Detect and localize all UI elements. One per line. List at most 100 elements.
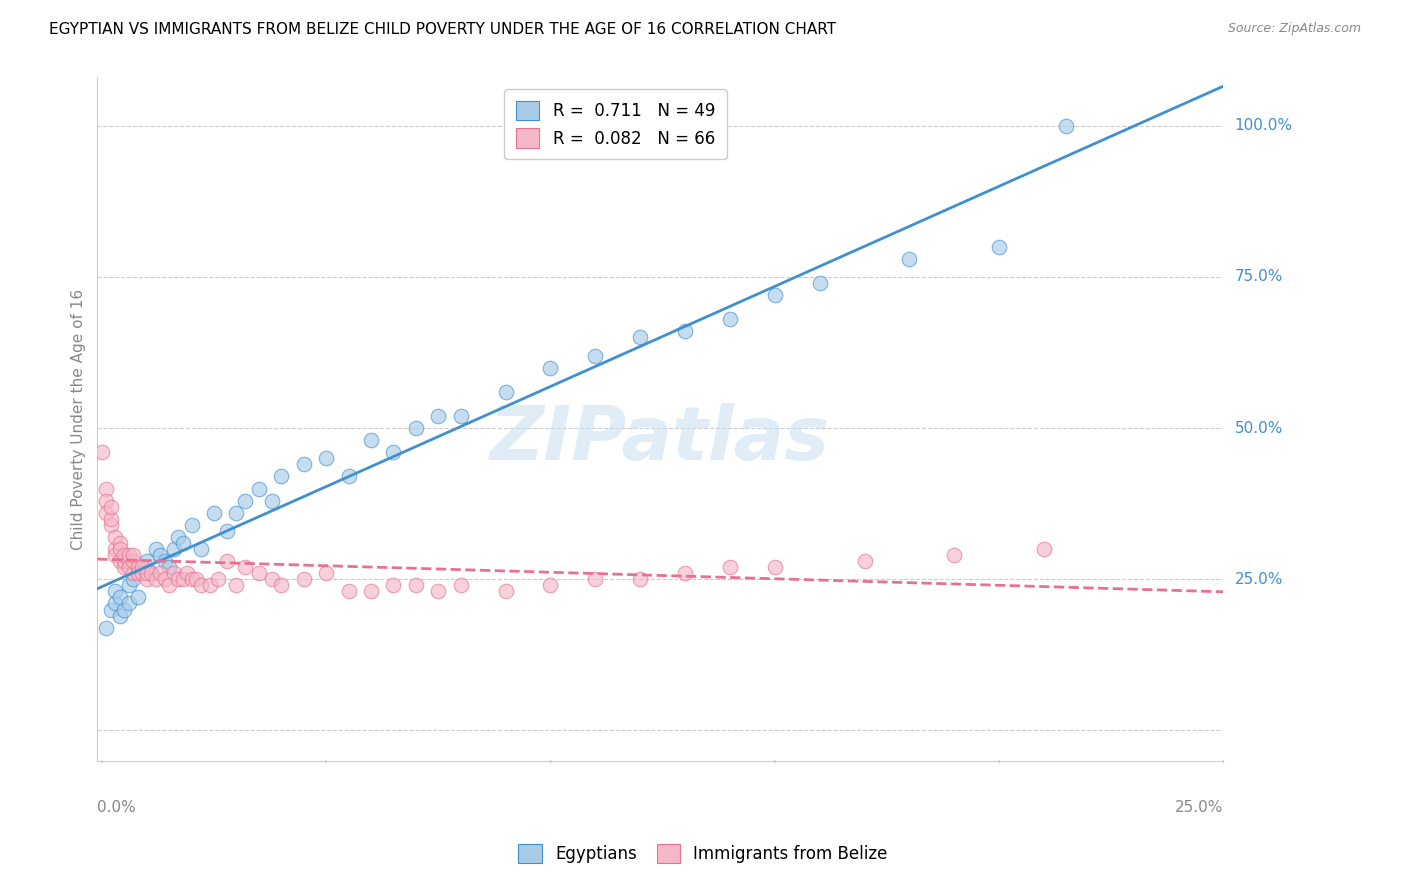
- Point: [180, 517, 202, 532]
- Point: [118, 597, 141, 611]
- Point: [96, 482, 118, 496]
- Legend: Egyptians, Immigrants from Belize: Egyptians, Immigrants from Belize: [509, 834, 897, 873]
- Point: [127, 591, 149, 605]
- Point: [1033, 542, 1056, 557]
- Y-axis label: Child Poverty Under the Age of 16: Child Poverty Under the Age of 16: [72, 288, 86, 549]
- Point: [718, 560, 741, 574]
- Point: [270, 469, 292, 483]
- Point: [382, 445, 405, 459]
- Point: [337, 469, 360, 483]
- Point: [190, 542, 212, 557]
- Point: [118, 554, 141, 568]
- Point: [157, 578, 180, 592]
- Point: [262, 572, 284, 586]
- Point: [162, 566, 184, 581]
- Point: [108, 608, 131, 623]
- Point: [135, 566, 157, 581]
- Point: [135, 554, 157, 568]
- Point: [673, 566, 696, 581]
- Text: Source: ZipAtlas.com: Source: ZipAtlas.com: [1227, 22, 1361, 36]
- Point: [988, 240, 1011, 254]
- Point: [315, 566, 337, 581]
- Point: [808, 276, 831, 290]
- Point: [217, 524, 239, 538]
- Point: [149, 566, 172, 581]
- Point: [495, 384, 517, 399]
- Point: [149, 548, 172, 562]
- Point: [96, 621, 118, 635]
- Point: [540, 578, 562, 592]
- Point: [450, 409, 472, 423]
- Point: [718, 312, 741, 326]
- Point: [141, 566, 163, 581]
- Point: [108, 536, 131, 550]
- Point: [135, 572, 157, 586]
- Point: [207, 572, 229, 586]
- Point: [153, 554, 176, 568]
- Point: [1054, 119, 1077, 133]
- Point: [167, 530, 190, 544]
- Point: [184, 572, 207, 586]
- Point: [96, 506, 118, 520]
- Point: [108, 554, 131, 568]
- Point: [104, 584, 127, 599]
- Point: [127, 566, 149, 581]
- Point: [583, 349, 606, 363]
- Point: [898, 252, 921, 266]
- Point: [247, 566, 270, 581]
- Point: [104, 530, 127, 544]
- Point: [100, 517, 122, 532]
- Point: [104, 542, 127, 557]
- Point: [262, 493, 284, 508]
- Point: [247, 482, 270, 496]
- Point: [118, 548, 141, 562]
- Point: [145, 572, 167, 586]
- Point: [112, 548, 135, 562]
- Point: [450, 578, 472, 592]
- Text: 0.0%: 0.0%: [97, 799, 136, 814]
- Point: [122, 566, 145, 581]
- Point: [853, 554, 876, 568]
- Point: [763, 288, 786, 302]
- Point: [337, 584, 360, 599]
- Text: 25.0%: 25.0%: [1175, 799, 1223, 814]
- Point: [118, 560, 141, 574]
- Point: [315, 451, 337, 466]
- Point: [673, 325, 696, 339]
- Point: [131, 566, 153, 581]
- Point: [122, 548, 145, 562]
- Point: [427, 584, 450, 599]
- Text: 50.0%: 50.0%: [1234, 421, 1282, 435]
- Point: [235, 493, 257, 508]
- Point: [628, 572, 651, 586]
- Point: [167, 572, 190, 586]
- Point: [157, 560, 180, 574]
- Point: [131, 560, 153, 574]
- Point: [172, 572, 194, 586]
- Text: 25.0%: 25.0%: [1234, 572, 1282, 587]
- Point: [122, 554, 145, 568]
- Point: [131, 560, 153, 574]
- Point: [127, 560, 149, 574]
- Point: [405, 421, 427, 435]
- Point: [141, 566, 163, 581]
- Point: [763, 560, 786, 574]
- Point: [96, 493, 118, 508]
- Point: [90, 445, 112, 459]
- Text: ZIPatlas: ZIPatlas: [491, 403, 831, 476]
- Point: [112, 602, 135, 616]
- Text: EGYPTIAN VS IMMIGRANTS FROM BELIZE CHILD POVERTY UNDER THE AGE OF 16 CORRELATION: EGYPTIAN VS IMMIGRANTS FROM BELIZE CHILD…: [49, 22, 837, 37]
- Point: [100, 602, 122, 616]
- Point: [118, 578, 141, 592]
- Point: [225, 506, 247, 520]
- Point: [217, 554, 239, 568]
- Point: [292, 458, 315, 472]
- Point: [225, 578, 247, 592]
- Point: [360, 584, 382, 599]
- Point: [198, 578, 221, 592]
- Point: [176, 566, 198, 581]
- Point: [405, 578, 427, 592]
- Point: [122, 572, 145, 586]
- Point: [104, 548, 127, 562]
- Point: [495, 584, 517, 599]
